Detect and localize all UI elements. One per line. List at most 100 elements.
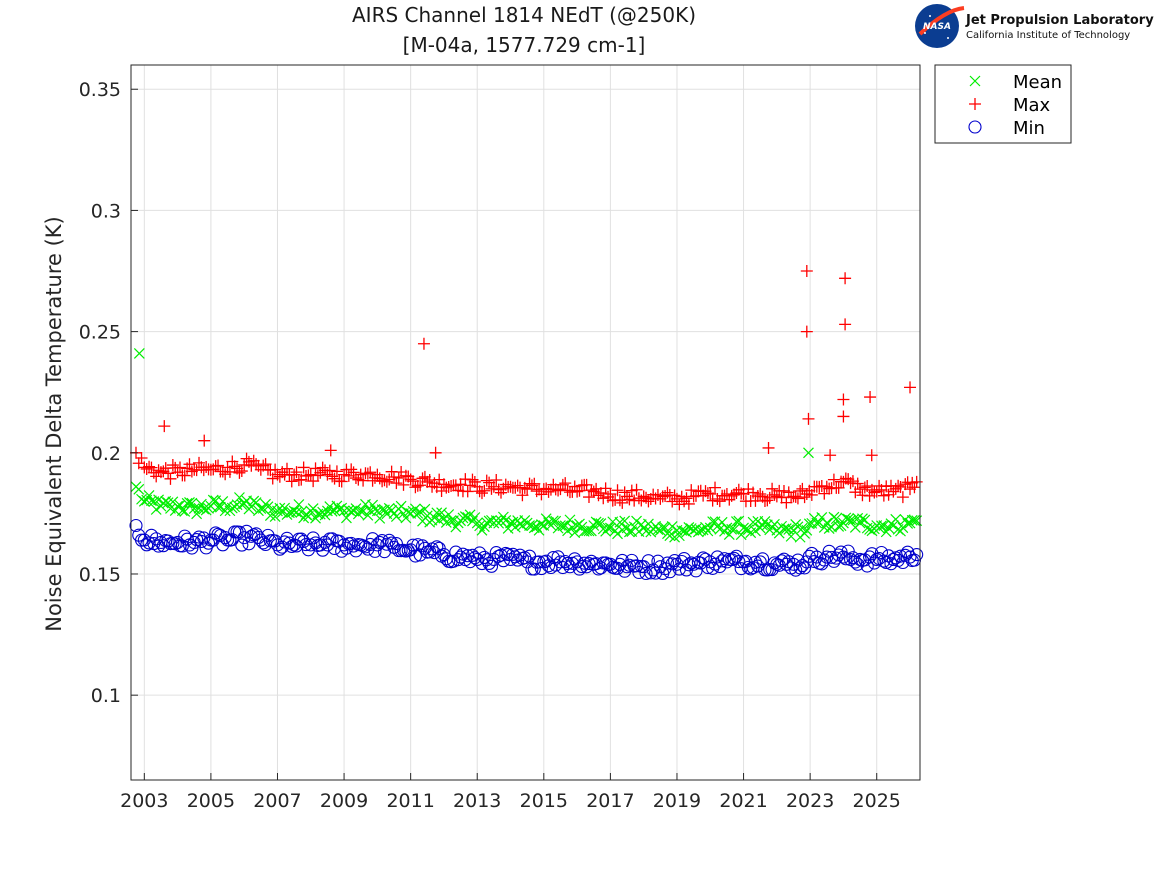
data-point bbox=[176, 505, 188, 517]
outlier-point bbox=[158, 420, 171, 433]
data-point bbox=[704, 488, 717, 500]
data-point bbox=[654, 492, 667, 505]
outlier-point bbox=[865, 449, 878, 462]
data-point bbox=[573, 484, 586, 497]
data-point bbox=[906, 514, 918, 526]
data-point bbox=[625, 484, 638, 497]
y-axis-label: Noise Equivalent Delta Temperature (K) bbox=[42, 216, 66, 632]
data-point bbox=[737, 488, 750, 500]
data-point bbox=[431, 507, 443, 519]
outlier-point bbox=[824, 449, 837, 462]
y-tick-label: 0.35 bbox=[79, 79, 121, 101]
data-point bbox=[516, 489, 529, 502]
data-point bbox=[530, 485, 543, 498]
data-point bbox=[185, 541, 199, 555]
data-point bbox=[732, 555, 746, 569]
x-tick-label: 2007 bbox=[253, 790, 301, 812]
data-point bbox=[769, 518, 780, 530]
data-point bbox=[226, 502, 238, 514]
data-point bbox=[452, 484, 465, 497]
data-point bbox=[651, 554, 665, 568]
data-point bbox=[345, 463, 358, 476]
data-point bbox=[561, 556, 575, 571]
data-point bbox=[678, 495, 691, 508]
data-point bbox=[711, 492, 724, 505]
data-point bbox=[642, 495, 655, 508]
outlier-point bbox=[324, 444, 337, 457]
data-point bbox=[532, 555, 546, 569]
x-tick-label: 2025 bbox=[853, 790, 901, 812]
data-point bbox=[457, 512, 469, 524]
data-point bbox=[442, 481, 455, 494]
data-point bbox=[290, 466, 303, 479]
data-point bbox=[815, 557, 829, 571]
data-point bbox=[466, 473, 479, 486]
data-point bbox=[259, 458, 272, 471]
data-point bbox=[173, 461, 186, 474]
data-point bbox=[569, 527, 581, 539]
data-point bbox=[473, 546, 487, 560]
data-point bbox=[621, 490, 634, 503]
legend-label-mean: Mean bbox=[1013, 72, 1062, 93]
data-point bbox=[291, 506, 302, 518]
data-point bbox=[750, 525, 761, 537]
outlier-point bbox=[837, 393, 850, 406]
data-point bbox=[280, 462, 293, 475]
data-point bbox=[613, 557, 627, 571]
data-point bbox=[580, 478, 593, 491]
plot-border bbox=[130, 64, 921, 781]
data-point bbox=[492, 549, 506, 563]
data-point bbox=[414, 479, 427, 492]
data-point bbox=[556, 478, 569, 491]
data-point bbox=[338, 468, 351, 481]
data-point bbox=[404, 473, 417, 486]
data-point bbox=[827, 473, 840, 486]
data-point bbox=[623, 493, 636, 506]
series-min bbox=[129, 518, 924, 581]
data-point bbox=[668, 554, 682, 568]
data-point bbox=[877, 489, 890, 502]
data-point bbox=[846, 475, 859, 488]
data-point bbox=[887, 520, 899, 531]
data-point bbox=[226, 455, 239, 468]
data-point bbox=[487, 480, 500, 493]
y-tick-label: 0.3 bbox=[91, 200, 121, 222]
data-point bbox=[870, 485, 883, 498]
data-point bbox=[896, 491, 909, 504]
data-point bbox=[713, 559, 727, 574]
data-point bbox=[701, 487, 714, 500]
data-point bbox=[135, 451, 148, 464]
data-point bbox=[478, 484, 491, 497]
data-point bbox=[380, 475, 393, 488]
data-point bbox=[582, 491, 595, 504]
data-point bbox=[616, 496, 629, 509]
data-point bbox=[575, 479, 588, 492]
data-point bbox=[174, 499, 186, 511]
data-point bbox=[748, 555, 762, 569]
outlier-point bbox=[837, 410, 850, 423]
data-point bbox=[407, 475, 420, 488]
data-point bbox=[433, 473, 446, 486]
data-point bbox=[264, 510, 276, 522]
data-point bbox=[725, 489, 738, 502]
data-point bbox=[347, 466, 360, 479]
data-point bbox=[419, 503, 431, 515]
data-point bbox=[754, 488, 767, 500]
data-point bbox=[412, 507, 424, 519]
data-point bbox=[492, 483, 505, 496]
data-point bbox=[910, 548, 924, 562]
data-point bbox=[380, 537, 394, 551]
data-point bbox=[421, 475, 434, 488]
data-point bbox=[902, 518, 914, 529]
outlier-point bbox=[429, 446, 442, 459]
data-point bbox=[728, 523, 740, 535]
outlier-point bbox=[839, 272, 852, 285]
series-mean bbox=[130, 347, 923, 543]
data-point bbox=[330, 465, 343, 478]
data-point bbox=[418, 470, 431, 483]
y-tick-label: 0.25 bbox=[79, 322, 121, 344]
data-point bbox=[699, 485, 712, 498]
data-point bbox=[613, 494, 626, 507]
data-point bbox=[389, 537, 403, 551]
